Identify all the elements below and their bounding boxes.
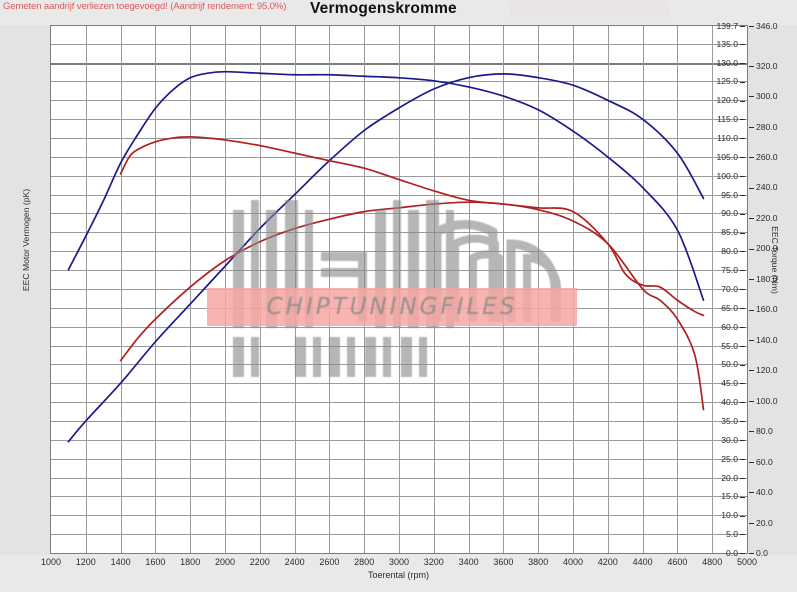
left-axis-tick-label: 100.0 — [716, 171, 745, 181]
right-axis-tick-label: 0.0 — [749, 548, 768, 558]
right-axis-background — [748, 25, 797, 555]
left-axis-tick-label: 80.0 — [721, 246, 745, 256]
grid-line-vertical — [190, 26, 192, 553]
left-axis-tick-label: 95.0 — [721, 190, 745, 200]
left-axis-tick-label: 5.0 — [726, 529, 745, 539]
left-axis-tick-label: 0.0 — [726, 548, 745, 558]
grid-line-vertical — [677, 26, 679, 553]
left-axis-title: EEC Motor Vermogen (pK) — [21, 188, 31, 292]
left-axis-tick-label: 120.0 — [716, 95, 745, 105]
right-axis-tick-label: 80.0 — [749, 426, 773, 436]
page-title: Vermogenskromme — [310, 0, 457, 17]
right-axis-tick-label: 300.0 — [749, 91, 778, 101]
x-axis-tick-label: 3600 — [493, 557, 514, 567]
right-axis-tick-label: 40.0 — [749, 487, 773, 497]
x-axis-tick-label: 4800 — [702, 557, 723, 567]
drivetrain-loss-note: Gemeten aandrijf verliezen toegevoegd! (… — [3, 1, 287, 12]
grid-line-vertical — [712, 26, 714, 553]
x-axis-tick-label: 2800 — [354, 557, 375, 567]
left-axis-tick-label: 125.0 — [716, 76, 745, 86]
curve-2 — [67, 73, 705, 443]
left-axis-tick-label: 55.0 — [721, 341, 745, 351]
watermark-text: CHIPTUNINGFILES — [266, 294, 518, 320]
curve-3 — [119, 136, 705, 317]
x-axis-tick-label: 1400 — [110, 557, 131, 567]
right-axis-tick-label: 346.0 — [749, 21, 778, 31]
left-axis-tick-label: 65.0 — [721, 303, 745, 313]
right-axis-tick-label: 60.0 — [749, 457, 773, 467]
x-axis-tick-label: 4200 — [597, 557, 618, 567]
left-axis-tick-label: 15.0 — [721, 491, 745, 501]
right-axis-tick-label: 320.0 — [749, 61, 778, 71]
right-axis-tick-label: 220.0 — [749, 213, 778, 223]
x-axis-tick-label: 2000 — [214, 557, 236, 567]
left-axis-tick-label: 40.0 — [721, 397, 745, 407]
right-axis-tick-label: 160.0 — [749, 304, 778, 314]
right-axis-tick-label: 280.0 — [749, 122, 778, 132]
grid-line-vertical — [155, 26, 157, 553]
right-axis-tick-label: 20.0 — [749, 518, 773, 528]
right-axis-tick-label: 100.0 — [749, 396, 778, 406]
left-axis-tick-label: 135.0 — [716, 39, 745, 49]
grid-line-vertical — [120, 26, 122, 553]
left-axis-tick-label: 10.0 — [721, 510, 745, 520]
x-axis-tick-label: 3800 — [528, 557, 549, 567]
x-axis-tick-label: 1600 — [145, 557, 166, 567]
x-axis-tick-label: 4400 — [632, 557, 653, 567]
left-axis-tick-label: 110.0 — [717, 133, 745, 143]
left-axis-tick-label: 130.0 — [716, 58, 745, 68]
left-axis-tick-label: 60.0 — [721, 322, 745, 332]
left-axis-background — [0, 25, 50, 555]
left-axis-tick-label: 139.7 — [716, 21, 745, 31]
right-axis-tick-label: 140.0 — [749, 335, 778, 345]
right-axis-tick-label: 200.0 — [749, 243, 778, 253]
left-axis-tick-label: 20.0 — [721, 473, 745, 483]
x-axis-tick-label: 3000 — [388, 557, 410, 567]
grid-line-vertical — [607, 26, 609, 553]
left-axis-tick-label: 70.0 — [721, 284, 745, 294]
right-axis-tick-label: 240.0 — [749, 182, 778, 192]
x-axis-tick-label: 2200 — [249, 557, 270, 567]
watermark-band — [207, 288, 577, 326]
x-axis-tick-label: 4600 — [667, 557, 688, 567]
right-axis-title: EEC Torque (Nm) — [770, 226, 780, 294]
x-axis-tick-label: 2600 — [319, 557, 340, 567]
left-axis-tick-label: 35.0 — [721, 416, 745, 426]
left-axis-tick-label: 50.0 — [721, 359, 745, 369]
x-axis-tick-label: 1800 — [180, 557, 201, 567]
x-axis-tick-label: 2400 — [284, 557, 305, 567]
x-axis-tick-label: 4000 — [562, 557, 584, 567]
left-axis-tick-label: 25.0 — [721, 454, 745, 464]
x-axis-tick-label: 3200 — [423, 557, 444, 567]
curve-1 — [67, 70, 705, 302]
left-axis-tick-label: 45.0 — [721, 378, 745, 388]
x-axis-tick-label: 3400 — [458, 557, 479, 567]
x-axis-tick-label: 1200 — [75, 557, 96, 567]
right-axis-tick-label: 260.0 — [749, 152, 778, 162]
header-placeholder-box — [510, 1, 670, 17]
left-axis-tick-label: 115.0 — [717, 114, 745, 124]
left-axis-tick-label: 85.0 — [721, 227, 745, 237]
left-axis-tick-label: 75.0 — [721, 265, 745, 275]
left-axis-tick-label: 30.0 — [721, 435, 745, 445]
x-axis-tick-label: 5000 — [736, 557, 758, 567]
x-axis-title: Toerental (rpm) — [367, 570, 430, 580]
grid-line-vertical — [85, 26, 87, 553]
x-axis-tick-label: 1000 — [40, 557, 62, 567]
right-axis-tick-label: 120.0 — [749, 365, 778, 375]
left-axis-tick-label: 90.0 — [721, 208, 745, 218]
left-axis-tick-label: 105.0 — [716, 152, 745, 162]
right-axis-tick-label: 180.0 — [749, 274, 778, 284]
